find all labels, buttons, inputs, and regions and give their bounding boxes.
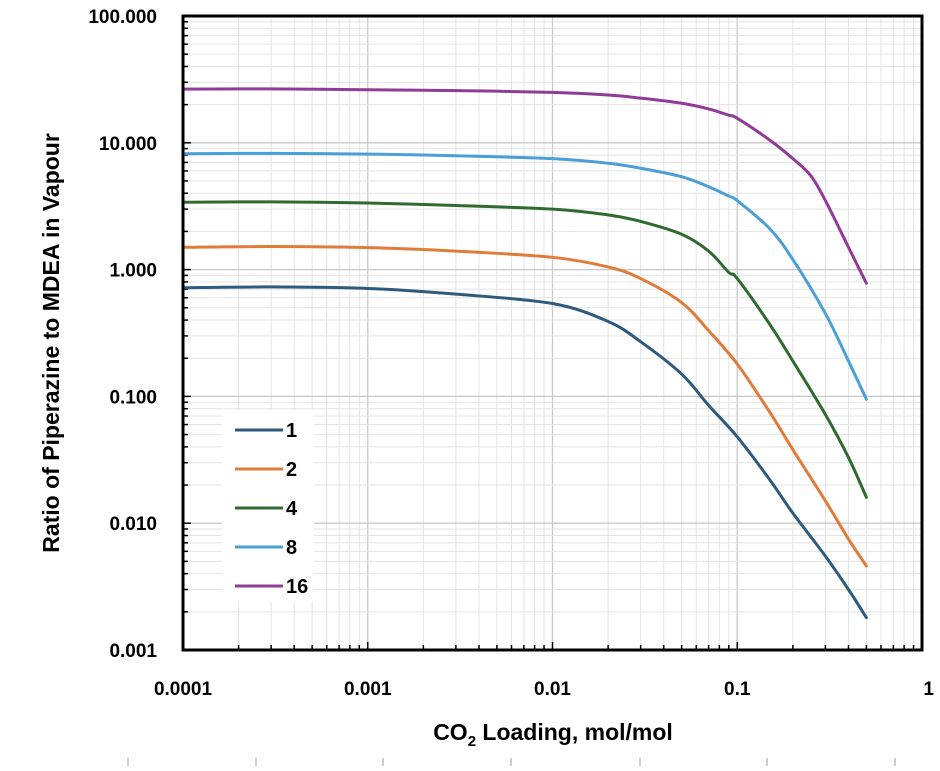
legend-label: 1 (286, 420, 297, 442)
x-axis-title-prefix: CO (433, 719, 468, 745)
y-tick-label: 0.100 (109, 387, 157, 408)
gridlines (183, 16, 922, 650)
series-line-16 (181, 87, 868, 285)
legend-item-4: 4 (235, 498, 298, 520)
legend-label: 4 (286, 498, 298, 520)
legend-item-16: 16 (235, 576, 308, 598)
y-tick-label: 10.000 (99, 134, 157, 155)
plot-frame (181, 14, 924, 652)
x-tick-label: 0.0001 (154, 679, 213, 700)
legend: 1 2 4 8 16 (222, 410, 314, 602)
x-tick-label: 0.001 (344, 679, 392, 700)
x-tick-label: 1 (923, 679, 934, 700)
y-axis-tick-labels: 0.001 0.010 0.100 1.000 10.000 100.000 (88, 7, 157, 662)
y-tick-label: 0.010 (109, 514, 157, 535)
legend-label: 2 (286, 459, 297, 481)
x-axis-title-suffix: Loading, mol/mol (476, 719, 673, 745)
series-line-2 (181, 245, 868, 568)
legend-box (222, 410, 314, 602)
bottom-border-ticks (127, 758, 896, 766)
y-tick-label: 1.000 (109, 261, 157, 282)
series-line-4 (181, 200, 868, 499)
x-axis-title-subscript: 2 (468, 733, 476, 750)
legend-item-2: 2 (235, 459, 297, 481)
y-tick-label: 0.001 (109, 641, 157, 662)
x-tick-label: 0.01 (534, 679, 571, 700)
x-tick-label: 0.1 (724, 679, 751, 700)
legend-label: 16 (286, 576, 308, 598)
series-lines (181, 87, 868, 620)
series-line-1 (181, 285, 868, 620)
legend-item-1: 1 (235, 420, 297, 442)
legend-label: 8 (286, 537, 297, 559)
y-tick-label: 100.000 (88, 7, 157, 28)
x-axis-tick-labels: 0.0001 0.001 0.01 0.1 1 (154, 679, 934, 700)
series-line-8 (181, 151, 868, 401)
y-axis-title: Ratio of Piperazine to MDEA in Vapour (38, 133, 64, 553)
x-axis-title: CO2 Loading, mol/mol (433, 719, 673, 750)
legend-item-8: 8 (235, 537, 297, 559)
